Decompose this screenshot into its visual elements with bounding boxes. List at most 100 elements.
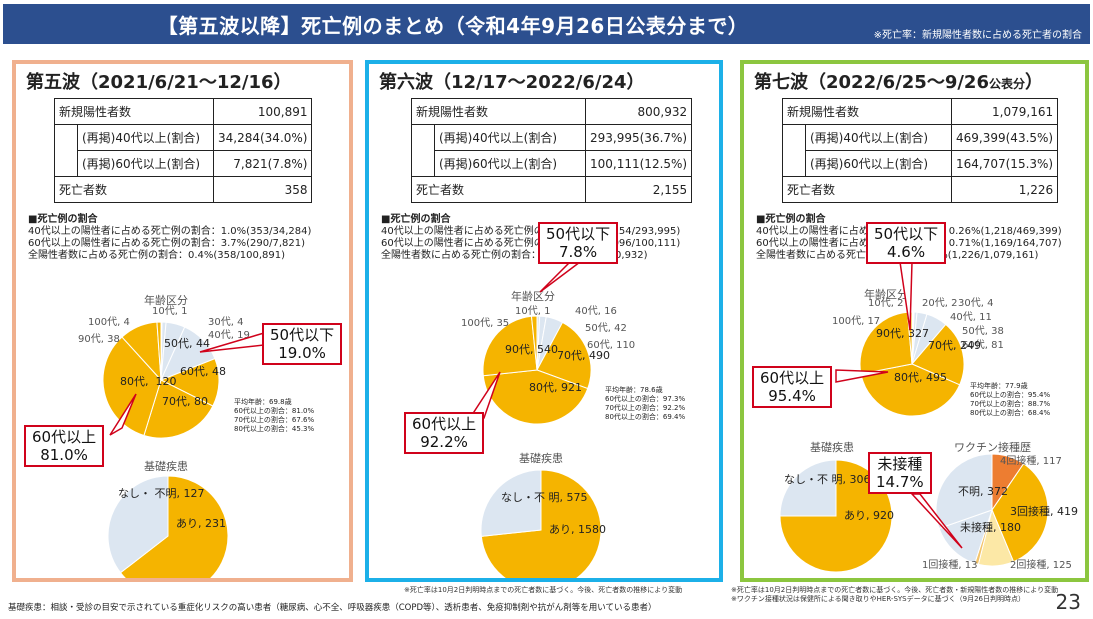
stat-line: 80代以上の割合：68.4% bbox=[970, 409, 1051, 417]
wave7-title-main: 第七波（2022/6/25～9/26 bbox=[754, 72, 989, 93]
over40-label: (再掲)40代以上(割合) bbox=[434, 124, 586, 151]
age-label: 80代, 495 bbox=[894, 371, 947, 384]
pie-slice-なし・不明 bbox=[779, 459, 837, 517]
wave5-ratio: ■死亡例の割合 40代以上の陽性者に占める死亡例の割合：1.0%(353/34,… bbox=[28, 214, 311, 262]
over40-value: 469,399(43.5%) bbox=[950, 124, 1059, 151]
pie-slice-なし・不明 bbox=[480, 469, 542, 537]
callout-under50: 50代以下 7.8% bbox=[538, 222, 619, 264]
over40-label: (再掲)40代以上(割合) bbox=[805, 124, 952, 151]
ratio-line: 60代以上の陽性者に占める死亡例の割合：2.1%(2,096/100,111) bbox=[381, 238, 681, 249]
age-label: 30代, 4 bbox=[958, 298, 994, 309]
disease-label: あり, 1580 bbox=[549, 523, 606, 536]
stat-line: 平均年齢：78.6歳 bbox=[605, 386, 663, 394]
wave7-table: 新規陽性者数 1,079,161 (再掲)40代以上(割合) 469,399(43.… bbox=[782, 98, 1059, 203]
age-chart-title: 年齢区分 bbox=[144, 294, 188, 307]
wave5-stats: 平均年齢：69.8歳 60代以上の割合：81.0% 70代以上の割合：67.6%… bbox=[234, 398, 314, 434]
vaccine-label: 3回接種, 419 bbox=[1010, 505, 1078, 518]
age-label: 80代, 120 bbox=[120, 375, 177, 388]
bottom-note: 基礎疾患：相談・受診の目安で示されている重症化リスクの高い患者（糖尿病、心不全、… bbox=[8, 603, 657, 613]
age-label: 30代, 4 bbox=[208, 317, 244, 328]
over40-value: 293,995(36.7%) bbox=[584, 124, 693, 151]
vaccine-label: 1回接種, 13 bbox=[922, 560, 978, 571]
pie-slice-100代 bbox=[156, 321, 162, 381]
disease-label: なし・不 明, 575 bbox=[501, 491, 588, 504]
age-label: 90代, 327 bbox=[876, 327, 929, 340]
age-label: 10代, 1 bbox=[515, 306, 551, 317]
ratio-line: 全陽性者数に占める死亡例の割合：0.3%(2,155/800,932) bbox=[381, 250, 648, 261]
wave7-title: 第七波（2022/6/25～9/26公表分） bbox=[754, 68, 1043, 94]
age-label: 50代, 42 bbox=[585, 323, 627, 334]
wave5-disease-pie bbox=[107, 475, 229, 578]
pie-slice-100代 bbox=[530, 315, 538, 371]
header-note: ※死亡率：新規陽性者数に占める死亡者の割合 bbox=[873, 30, 1082, 41]
wave7-title-suffix: 公表分 bbox=[988, 77, 1025, 91]
new-cases-value: 1,079,161 bbox=[950, 98, 1059, 125]
age-label: 60代, 48 bbox=[180, 365, 226, 378]
deaths-label: 死亡者数 bbox=[782, 176, 952, 203]
age-chart-title: 年齢区分 bbox=[864, 288, 908, 301]
age-label: 50代, 38 bbox=[962, 326, 1004, 337]
wave5-panel: 第五波（2021/6/21～12/16） 新規陽性者数 100,891 (再掲)4… bbox=[12, 60, 353, 582]
ratio-heading: ■死亡例の割合 bbox=[381, 214, 451, 225]
vaccine-label: 2回接種, 125 bbox=[1010, 560, 1072, 571]
wave6-stats: 平均年齢：78.6歳 60代以上の割合：97.3% 70代以上の割合：92.2%… bbox=[605, 386, 685, 422]
wave6-panel: 第六波（12/17～2022/6/24） 新規陽性者数 800,932 (再掲)4… bbox=[365, 60, 723, 582]
disease-label: あり, 920 bbox=[844, 509, 894, 522]
age-label: 70代, 490 bbox=[557, 349, 610, 362]
deaths-value: 1,226 bbox=[950, 176, 1059, 203]
wave5-title: 第五波（2021/6/21～12/16） bbox=[26, 72, 292, 93]
age-label: 40代, 19 bbox=[208, 330, 250, 341]
ratio-line: 40代以上の陽性者に占める死亡例の割合：1.0%(353/34,284) bbox=[28, 226, 312, 237]
pie-slice-なし・不明 bbox=[107, 475, 169, 574]
footnote-wave7a: ※死亡率は10月2日判明時点までの死亡者数に基づく。今後、死亡者数・新規陽性者数… bbox=[731, 586, 1059, 594]
age-label: 100代, 17 bbox=[832, 316, 881, 327]
wave6-age-pie bbox=[482, 315, 592, 425]
pie-slice-70代 bbox=[911, 323, 965, 386]
age-label: 50代, 44 bbox=[164, 337, 210, 350]
ratio-line: 60代以上の陽性者に占める死亡例の割合：3.7%(290/7,821) bbox=[28, 238, 306, 249]
stat-line: 70代以上の割合：88.7% bbox=[970, 400, 1051, 408]
age-label: 10代, 2 bbox=[868, 298, 904, 309]
new-cases-value: 800,932 bbox=[584, 98, 693, 125]
age-label: 100代, 35 bbox=[461, 318, 510, 329]
over60-label: (再掲)60代以上(割合) bbox=[77, 150, 214, 177]
ratio-line: 全陽性者数に占める死亡例の割合：0.4%(358/100,891) bbox=[28, 250, 286, 261]
wave5-age-pie bbox=[102, 321, 220, 439]
disease-label: なし・不 明, 306 bbox=[784, 473, 871, 486]
over60-value: 7,821(7.8%) bbox=[212, 150, 313, 177]
age-label: 60代, 110 bbox=[587, 340, 636, 351]
age-label: 80代, 921 bbox=[529, 381, 582, 394]
over60-value: 164,707(15.3%) bbox=[950, 150, 1059, 177]
new-cases-label: 新規陽性者数 bbox=[411, 98, 586, 125]
stat-line: 70代以上の割合：92.2% bbox=[605, 404, 686, 412]
age-label: 40代, 11 bbox=[950, 312, 992, 323]
over60-label: (再掲)60代以上(割合) bbox=[805, 150, 952, 177]
stat-line: 平均年齢：77.9歳 bbox=[970, 382, 1028, 390]
callout-over60: 60代以上 95.4% bbox=[752, 366, 833, 408]
new-cases-value: 100,891 bbox=[212, 98, 313, 125]
disease-chart-title: 基礎疾患 bbox=[144, 460, 188, 473]
page-number: 23 bbox=[1055, 590, 1081, 614]
deaths-value: 358 bbox=[212, 176, 313, 203]
pie-slice-90代 bbox=[482, 315, 538, 377]
wave7-panel: 第七波（2022/6/25～9/26公表分） 新規陽性者数 1,079,161 (… bbox=[740, 60, 1089, 582]
stat-line: 80代以上の割合：45.3% bbox=[234, 425, 315, 433]
disease-chart-title: 基礎疾患 bbox=[519, 452, 563, 465]
wave5-table: 新規陽性者数 100,891 (再掲)40代以上(割合) 34,284(34.0%)… bbox=[54, 98, 313, 203]
vaccine-label: 不明, 372 bbox=[958, 485, 1008, 498]
header-banner: 【第五波以降】死亡例のまとめ（令和4年9月26日公表分まで） ※死亡率：新規陽性… bbox=[3, 4, 1090, 44]
disease-label: なし・ 不明, 127 bbox=[118, 487, 205, 500]
wave6-disease-pie bbox=[480, 469, 602, 578]
stat-line: 70代以上の割合：67.6% bbox=[234, 416, 315, 424]
callout-under50: 50代以下 19.0% bbox=[262, 323, 343, 365]
wave7-stats: 平均年齢：77.9歳 60代以上の割合：95.4% 70代以上の割合：88.7%… bbox=[970, 382, 1050, 418]
footnote-wave7b: ※ワクチン接種状況は保健所による聞き取りやHER-SYSデータに基づく（9月26… bbox=[731, 595, 1025, 603]
deaths-label: 死亡者数 bbox=[411, 176, 586, 203]
over60-value: 100,111(12.5%) bbox=[584, 150, 693, 177]
stat-line: 60代以上の割合：81.0% bbox=[234, 407, 315, 415]
age-label: 40代, 16 bbox=[575, 306, 617, 317]
page-title: 【第五波以降】死亡例のまとめ（令和4年9月26日公表分まで） bbox=[157, 14, 749, 38]
callout-unvaccinated: 未接種 14.7% bbox=[868, 452, 932, 494]
vaccine-chart-title: ワクチン接種歴 bbox=[954, 441, 1031, 454]
stat-line: 80代以上の割合：69.4% bbox=[605, 413, 686, 421]
